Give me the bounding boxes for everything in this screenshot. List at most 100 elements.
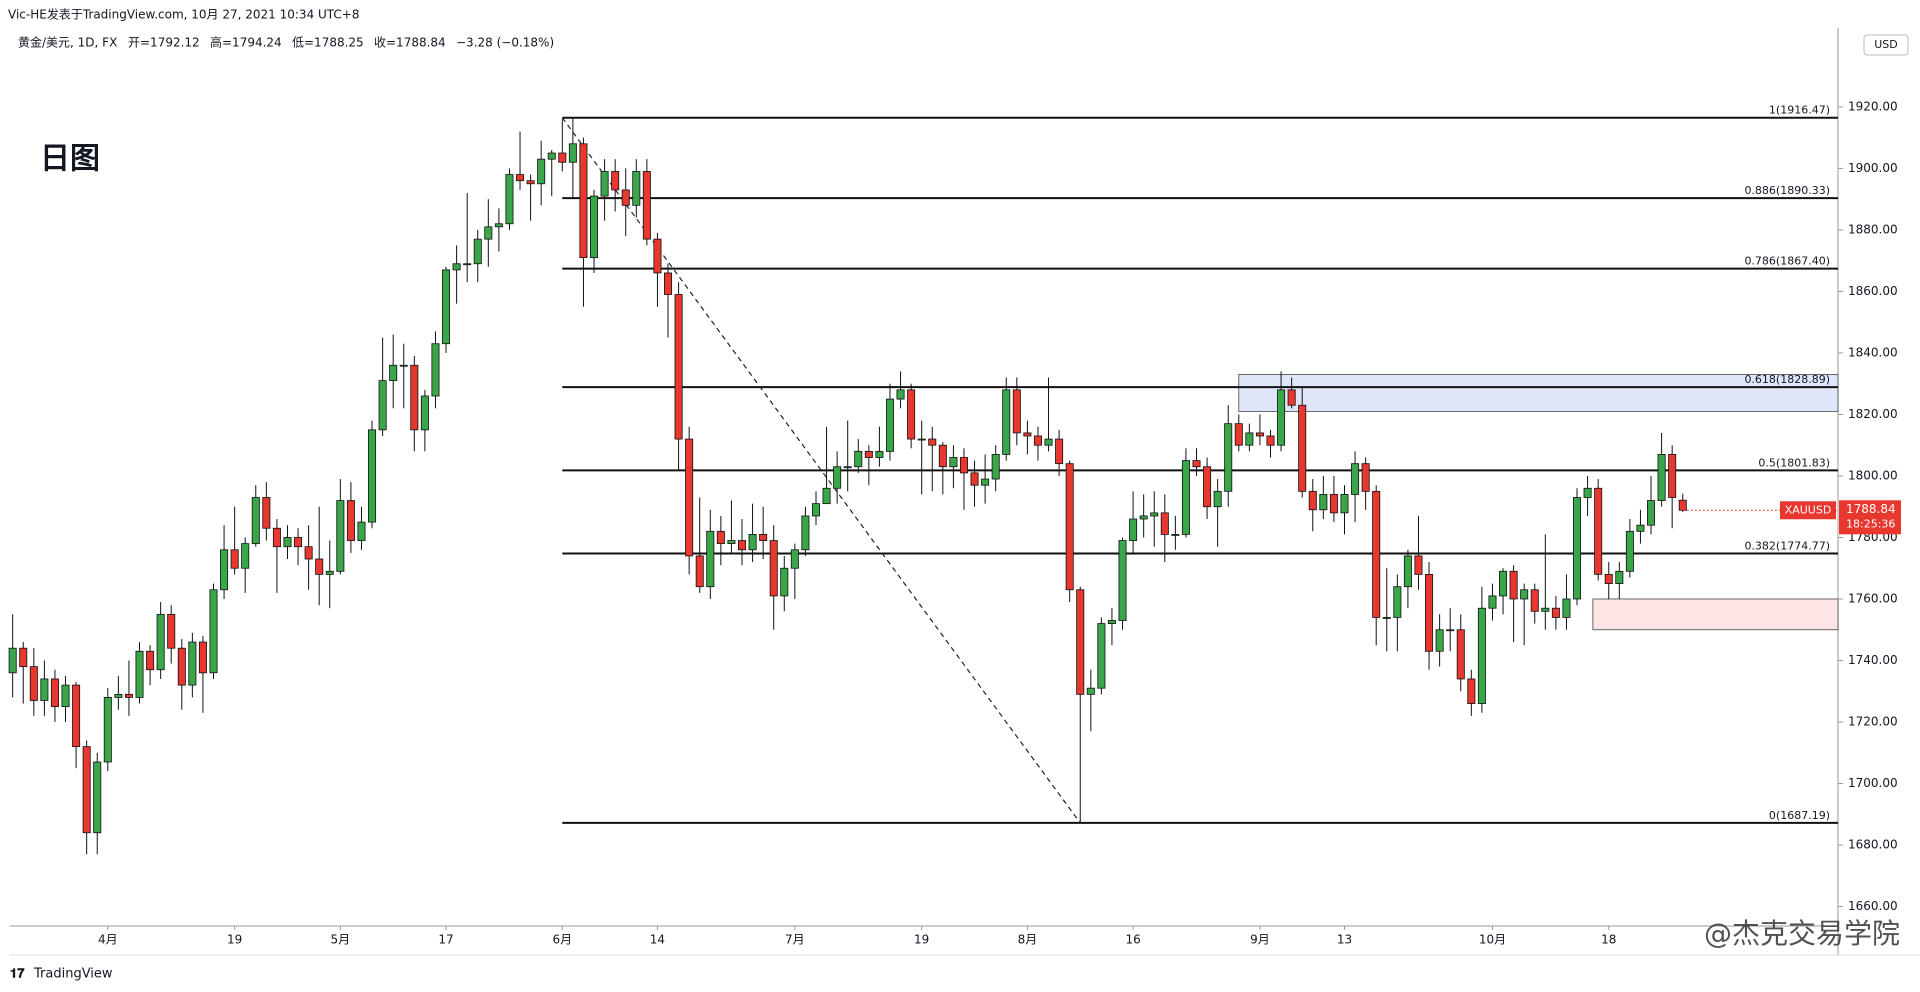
candle-body [8,647,17,674]
fib-label: 0.786(1867.40) [1744,255,1830,268]
candle-body [642,171,651,240]
y-tick-label: 1900.00 [1848,161,1898,175]
symbol: 黄金/美元, 1D, FX [18,35,117,50]
candle-body [1382,617,1391,619]
candle-body [811,503,820,517]
candle-body [1530,589,1539,612]
candle-body [442,269,451,345]
annotation: 日图 [40,142,100,177]
candle-body [431,343,440,397]
candle-body [389,364,398,382]
candle-body [1224,423,1233,492]
candle-body [970,472,979,486]
candle-body [896,389,905,400]
x-tick-label: 17 [438,933,453,947]
candle-body [1604,573,1613,585]
zone [1592,598,1839,631]
candle-body [1647,500,1656,526]
candle-body [325,570,334,575]
candle-body [103,697,112,763]
candle-body [124,693,133,698]
candle-body [674,294,683,440]
candle-body [93,761,102,834]
y-tick-label: 1680.00 [1848,838,1898,852]
candle-body [1625,530,1634,572]
candle-body [50,678,59,708]
candle-body [494,223,503,228]
currency-badge [1863,34,1909,56]
candle-body [590,195,599,258]
candle-body [1488,595,1497,609]
candle-body [568,143,577,163]
candle-body [452,263,461,271]
currency: USD [1874,38,1898,51]
candle-body [304,546,313,560]
candle-body [19,647,28,668]
candle-body [114,693,123,698]
candle-body [526,180,535,185]
fib-label: 0.5(1801.83) [1758,456,1830,469]
x-tick-label: 8月 [1018,933,1038,947]
candle-body [1425,573,1434,652]
candle-body [82,746,91,834]
candle-body [294,537,303,548]
y-tick-label: 1740.00 [1848,653,1898,667]
y-tick-label: 1700.00 [1848,776,1898,790]
candle-body [1150,512,1159,517]
candle-body [146,650,155,671]
x-tick-label: 16 [1125,933,1140,947]
x-tick-label: 18 [1601,933,1616,947]
open: 开=1792.12 [128,36,200,50]
candle-body [579,143,588,258]
candle-body [632,171,641,206]
symbol-tag-bg [1780,501,1836,520]
zone [1238,374,1839,412]
candle-body [230,549,239,569]
candle-body [399,364,408,367]
low: 低=1788.25 [292,36,364,50]
x-tick-label: 14 [650,933,665,947]
x-tick-label: 19 [914,933,929,947]
candle-body [1361,463,1370,492]
x-tick-label: 10月 [1479,933,1506,947]
candle-body [1044,438,1053,446]
publish-info: Vic-HE发表于TradingView.com, 10月 27, 2021 1… [8,7,360,22]
candle-body [780,567,789,597]
candle-body [1012,389,1021,434]
candle-body [1033,435,1042,446]
candle-body [854,450,863,468]
y-tick-label: 1920.00 [1848,99,1898,113]
candle-body [156,613,165,671]
candle-body [410,364,419,431]
candle-body [283,537,292,548]
candle-body [1403,555,1412,588]
candle-body [1678,499,1687,511]
candle-body [368,429,377,523]
candle-body [1615,570,1624,585]
candle-body [220,549,229,591]
candle-body [1107,620,1116,624]
candle-body [1139,515,1148,520]
candle-body [938,444,947,468]
candle-body [547,152,556,160]
candle-body [1319,494,1328,511]
candle-body [843,466,852,469]
x-tick-label: 19 [227,933,242,947]
candle-body [1129,518,1138,541]
candle-body [1477,607,1486,704]
candle-body [885,398,894,452]
symbol-tag: XAUUSD [1785,503,1832,516]
candle-body [505,174,514,225]
candle-body [135,650,144,698]
candle-body [1372,490,1381,618]
candle-body [357,521,366,541]
candle-body [1573,497,1582,600]
candle-body [558,152,567,163]
x-tick-label: 13 [1337,933,1352,947]
candle-body [1298,404,1307,492]
candle-body [473,238,482,265]
candle-body [378,380,387,431]
candle-body [1160,512,1169,535]
y-tick-label: 1880.00 [1848,222,1898,236]
x-tick-label: 6月 [552,933,572,947]
